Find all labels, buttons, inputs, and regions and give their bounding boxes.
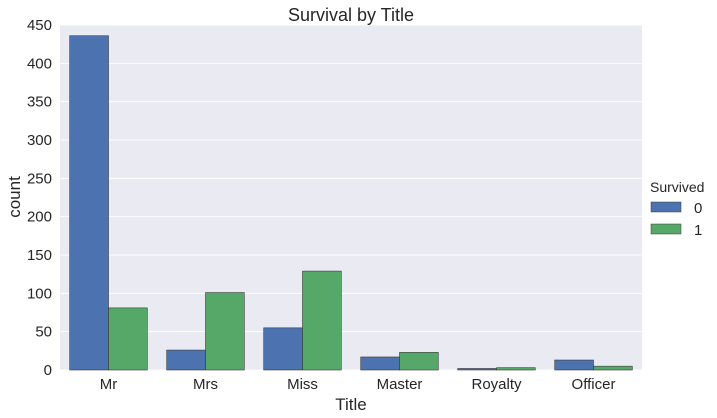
x-axis-title: Title <box>335 395 367 414</box>
y-tick-label: 400 <box>27 55 52 72</box>
x-tick-labels: Mr Mrs Miss Master Royalty Officer <box>100 376 616 393</box>
bar-mrs-survived-1 <box>205 292 245 371</box>
y-tick-label: 200 <box>27 209 52 226</box>
bar-master-survived-1 <box>399 352 439 371</box>
legend-label-0: 0 <box>694 200 702 217</box>
bar-miss-survived-1 <box>302 270 342 371</box>
x-tick-label: Royalty <box>471 376 522 393</box>
grid-lines <box>60 24 642 371</box>
legend-swatch-1 <box>650 223 682 235</box>
x-tick-label: Master <box>377 376 423 393</box>
x-tick-label: Officer <box>572 376 616 393</box>
bar-royalty-survived-0 <box>457 368 497 371</box>
bar-miss-survived-0 <box>263 327 303 371</box>
x-tick-label: Mr <box>100 376 118 393</box>
bar-royalty-survived-1 <box>496 367 536 371</box>
y-tick-label: 450 <box>27 17 52 34</box>
bar-mr-survived-0 <box>69 35 109 371</box>
legend: Survived 0 1 <box>650 179 704 239</box>
bar-master-survived-0 <box>360 356 400 371</box>
y-axis-title: count <box>5 176 24 218</box>
bar-mrs-survived-0 <box>166 349 206 371</box>
legend-title: Survived <box>650 179 704 195</box>
y-tick-label: 100 <box>27 285 52 302</box>
legend-label-1: 1 <box>694 222 702 239</box>
x-tick-label: Mrs <box>193 376 218 393</box>
y-tick-label: 300 <box>27 132 52 149</box>
bar-officer-survived-0 <box>554 359 594 371</box>
chart-title: Survival by Title <box>288 5 414 25</box>
legend-swatch-0 <box>650 201 682 213</box>
y-tick-label: 50 <box>35 324 52 341</box>
bars <box>69 35 633 371</box>
y-tick-label: 0 <box>44 362 52 379</box>
plot-area <box>60 25 642 370</box>
y-tick-labels: 0 50 100 150 200 250 300 350 400 450 <box>27 17 52 379</box>
bar-officer-survived-1 <box>593 365 633 371</box>
x-tick-label: Miss <box>287 376 318 393</box>
y-tick-label: 150 <box>27 247 52 264</box>
bar-mr-survived-1 <box>108 307 148 371</box>
y-tick-label: 350 <box>27 94 52 111</box>
y-tick-label: 250 <box>27 170 52 187</box>
